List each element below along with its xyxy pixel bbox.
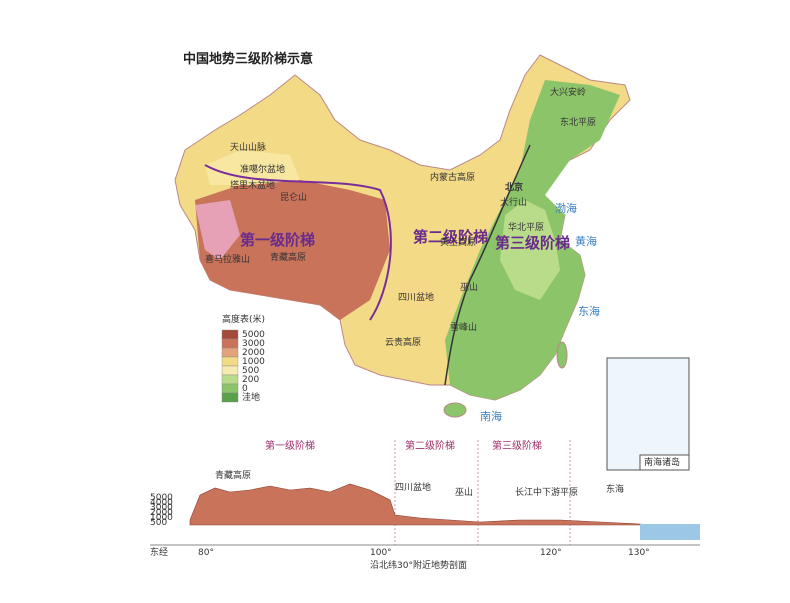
place-label: 东北平原: [560, 116, 596, 128]
legend-swatch: [221, 356, 239, 367]
place-label: 华北平原: [508, 221, 544, 233]
section-header: 第二级阶梯: [405, 439, 455, 452]
place-label: 雪峰山: [450, 322, 477, 333]
y-tick-label: 1000: [150, 513, 173, 523]
step1-boundary: [204, 164, 392, 321]
x-axis-label: 东经: [150, 546, 168, 558]
place-label: 内蒙古高原: [430, 171, 475, 183]
legend-swatch: [221, 347, 239, 358]
step-label: 第三级阶梯: [495, 234, 570, 252]
step-label: 第二级阶梯: [413, 228, 488, 246]
plateau-high: [195, 200, 240, 260]
x-tick-label: 120°: [540, 548, 562, 558]
inset-caption-box: [639, 454, 690, 471]
step-label: 第一级阶梯: [240, 231, 315, 249]
legend-swatch: [221, 383, 239, 394]
inset-box: [606, 357, 690, 471]
y-tick-label: 2000: [150, 508, 173, 518]
step2-boundary: [444, 144, 531, 386]
y-tick-label: 4000: [150, 498, 173, 508]
inset-caption: 南海诸岛: [644, 456, 680, 468]
place-label: 巫山: [460, 282, 478, 293]
map-title: 中国地势三级阶梯示意: [183, 51, 313, 67]
sea-label: 渤海: [555, 201, 577, 215]
x-tick-label: 80°: [198, 548, 214, 558]
place-label: 黄土高原: [440, 236, 476, 248]
legend-depression: 洼地: [242, 391, 260, 403]
section-title: 沿北纬30°附近地势剖面: [370, 559, 467, 571]
section-region: 青藏高原: [215, 469, 251, 481]
place-label: 塔里木盆地: [230, 179, 275, 191]
legend-swatch: [221, 374, 239, 385]
place-label: 太行山: [500, 196, 527, 208]
place-label: 天山山脉: [230, 141, 266, 153]
place-label: 云贵高原: [385, 336, 421, 348]
basin: [205, 150, 300, 185]
y-tick-label: 500: [150, 518, 167, 528]
place-label: 北京: [505, 181, 523, 193]
place-label: 准噶尔盆地: [240, 163, 285, 175]
sea-label: 南海: [480, 409, 502, 423]
legend-level: 5000: [242, 330, 265, 340]
sea-label: 东海: [578, 304, 600, 318]
legend-level: 3000: [242, 339, 265, 349]
sichuan-basin: [395, 275, 440, 310]
x-tick-label: 100°: [370, 548, 392, 558]
sea-profile: [640, 524, 700, 540]
place-label: 昆仑山: [280, 191, 307, 203]
legend-level: 200: [242, 375, 259, 385]
section-region: 东海: [606, 483, 624, 495]
place-label: 青藏高原: [270, 251, 306, 263]
legend-level: 1000: [242, 357, 265, 367]
sea-label: 黄海: [575, 234, 597, 248]
legend-swatch: [221, 338, 239, 349]
section-region: 四川盆地: [395, 481, 431, 493]
legend-swatch: [221, 392, 239, 403]
taiwan: [556, 341, 568, 369]
section-region: 巫山: [455, 487, 473, 498]
legend-swatch: [221, 329, 239, 340]
plateau: [195, 180, 390, 320]
legend-level: 500: [242, 366, 259, 376]
y-tick-label: 5000: [150, 493, 173, 503]
legend-level: 2000: [242, 348, 265, 358]
section-header: 第一级阶梯: [265, 439, 315, 452]
x-tick-label: 130°: [628, 548, 650, 558]
legend-title: 高度表(米): [222, 313, 265, 325]
plains: [500, 200, 560, 300]
hainan: [443, 402, 467, 418]
legend-swatch: [221, 365, 239, 376]
y-tick-label: 3000: [150, 503, 173, 513]
legend-level: 0: [242, 384, 248, 394]
place-label: 喜马拉雅山: [205, 253, 250, 265]
section-header: 第三级阶梯: [492, 439, 542, 452]
place-label: 四川盆地: [398, 291, 434, 303]
section-region: 长江中下游平原: [515, 486, 578, 498]
place-label: 大兴安岭: [550, 86, 586, 98]
